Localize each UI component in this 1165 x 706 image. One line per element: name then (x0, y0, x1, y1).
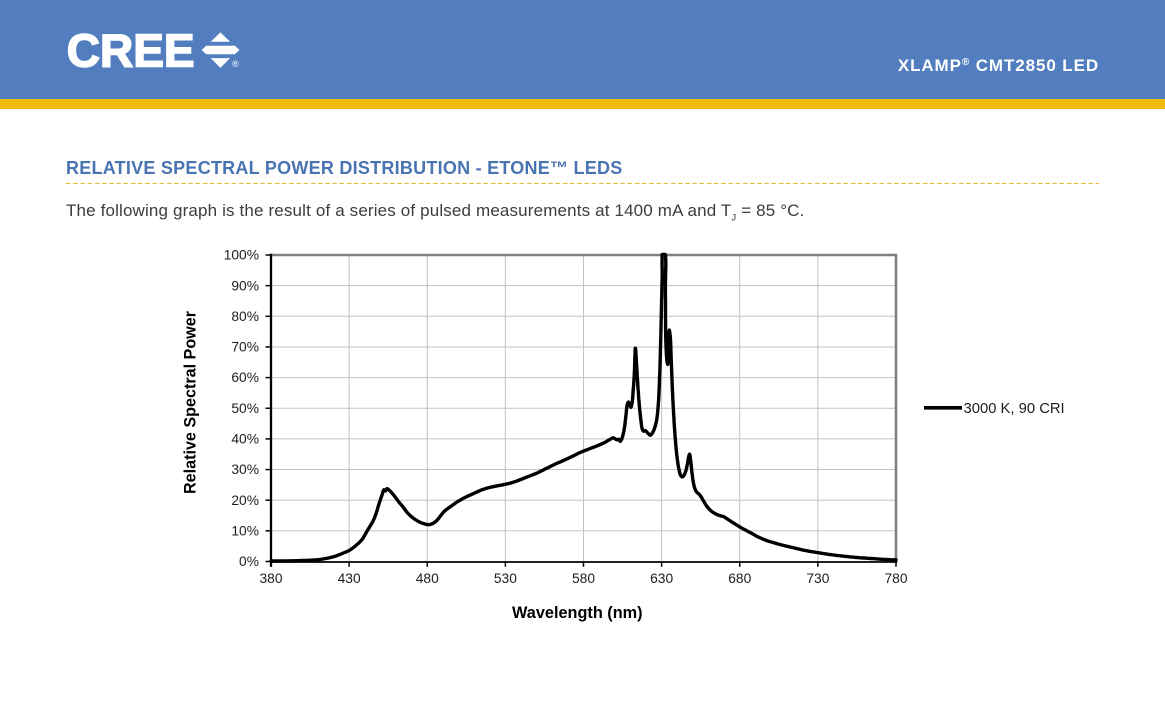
svg-text:0%: 0% (239, 554, 259, 569)
svg-text:Relative Spectral Power: Relative Spectral Power (182, 310, 200, 494)
svg-text:10%: 10% (231, 523, 259, 538)
svg-text:70%: 70% (231, 340, 259, 355)
svg-text:®: ® (232, 59, 239, 69)
svg-text:Wavelength (nm): Wavelength (nm) (512, 604, 643, 622)
svg-text:630: 630 (650, 571, 673, 586)
svg-text:90%: 90% (231, 278, 259, 293)
svg-text:60%: 60% (231, 370, 259, 385)
svg-text:480: 480 (416, 571, 439, 586)
svg-text:780: 780 (884, 571, 907, 586)
svg-text:40%: 40% (231, 432, 259, 447)
svg-text:580: 580 (572, 571, 595, 586)
svg-text:30%: 30% (231, 462, 259, 477)
svg-text:430: 430 (338, 571, 361, 586)
svg-text:CREE: CREE (67, 26, 195, 76)
svg-text:80%: 80% (231, 309, 259, 324)
svg-text:380: 380 (259, 571, 282, 586)
svg-text:100%: 100% (224, 248, 259, 263)
svg-text:50%: 50% (231, 401, 259, 416)
svg-text:3000 K, 90 CRI: 3000 K, 90 CRI (964, 401, 1065, 417)
svg-text:680: 680 (728, 571, 751, 586)
svg-text:530: 530 (494, 571, 517, 586)
svg-text:20%: 20% (231, 493, 259, 508)
svg-text:730: 730 (806, 571, 829, 586)
